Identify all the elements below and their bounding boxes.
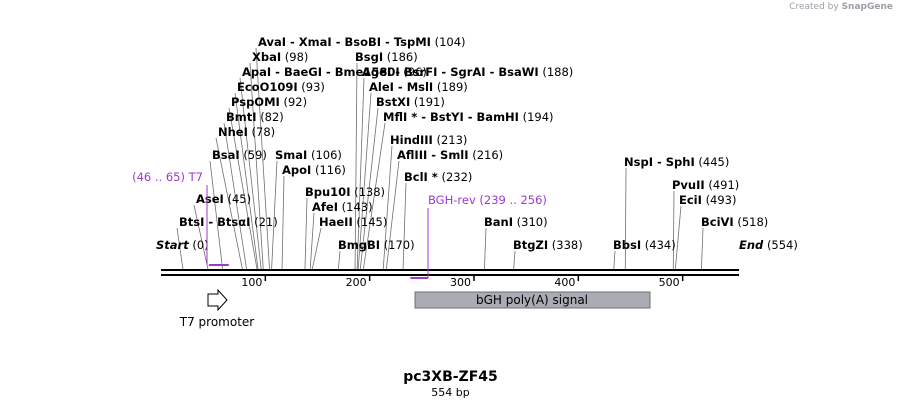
connector-hindiii [382,145,393,270]
connector-afliii [385,160,400,270]
enzyme-label-bpu10i[interactable]: Bpu10I (138) [305,185,385,199]
connector-asei [193,204,209,270]
enzyme-label-bcivi[interactable]: BciVI (518) [701,215,768,229]
connector-bpu10i [304,197,308,270]
enzyme-label-bmgbi[interactable]: BmgBI (170) [338,238,415,252]
tick-label-100: 100 [241,276,262,289]
connector-nhei [215,137,243,270]
feature-label-t7-promoter: T7 promoter [179,315,255,329]
connector-apoi [281,175,285,270]
snapgene-logo-text: SnapGene [841,2,893,12]
connector-ecoo109i [234,92,259,270]
dna-backbone: 100 200 300 400 500 [161,269,739,289]
feature-annotations: T7 promoter bGH poly(A) signal [179,288,651,329]
enzyme-label-bcli[interactable]: BclI * (232) [404,170,472,184]
enzyme-label-xbai[interactable]: XbaI (98) [252,50,308,64]
enzyme-label-end[interactable]: End (554) [739,238,798,252]
enzyme-label-bmti[interactable]: BmtI (82) [226,110,284,124]
connector-pspomi [228,107,258,270]
connector-avai [255,47,270,270]
connector-agei [356,77,365,270]
enzyme-label-nhei[interactable]: NheI (78) [218,125,275,139]
enzyme-label-bsai[interactable]: BsaI (59) [212,148,267,162]
connector-bmgbi [337,250,341,270]
tick-label-200: 200 [346,276,367,289]
enzyme-label-nspi[interactable]: NspI - SphI (445) [624,155,729,169]
connector-smai [271,160,278,270]
connector-bbsi [613,250,616,270]
connector-bani [484,227,487,270]
feature-box-bgh-poly-a-signal[interactable] [414,291,651,309]
enzyme-label-ecii[interactable]: EciI (493) [679,193,737,207]
enzyme-label-apoi[interactable]: ApoI (116) [282,163,346,177]
enzyme-label-pvuii[interactable]: PvuII (491) [672,178,739,192]
connector-xbai [249,62,264,270]
enzyme-label-hindiii[interactable]: HindIII (213) [390,133,467,147]
enzyme-label-pspomi[interactable]: PspOMI (92) [231,95,307,109]
connector-bstxi [359,107,379,270]
connector-bsgi [354,62,358,270]
connector-haeii [311,227,322,270]
connector-alei [357,92,372,270]
connector-bsai [209,160,223,270]
enzyme-label-bbsi[interactable]: BbsI (434) [613,238,676,252]
tick-label-400: 400 [554,276,575,289]
enzyme-label-bstxi[interactable]: BstXI (191) [376,95,445,109]
primer-annotations: (46 .. 65) T7 BGH-rev (239 .. 256) [132,170,547,279]
connector-pvuii [672,190,675,270]
promoter-arrow-icon[interactable] [207,288,228,312]
enzyme-label-asei[interactable]: AseI (45) [196,192,251,206]
snapgene-logo: Created by SnapGene [789,2,893,12]
map-title: pc3XB-ZF45 [403,369,498,385]
primer-label-bgh-rev[interactable]: BGH-rev (239 .. 256) [428,193,547,207]
enzyme-label-afliii[interactable]: AflIII - SmlI (216) [397,148,503,162]
enzyme-label-mfli[interactable]: MflI * - BstYI - BamHI (194) [383,110,554,124]
enzyme-label-haeii[interactable]: HaeII (145) [319,215,387,229]
feature-label-bgh-poly-a-signal: bGH poly(A) signal [476,293,588,307]
enzyme-label-bsgi[interactable]: BsgI (186) [355,50,418,64]
connector-bcli [402,182,407,270]
enzyme-label-apai[interactable]: ApaI - BaeGI - Bme1580I (96) [242,65,427,79]
enzyme-label-btgzi[interactable]: BtgZI (338) [513,238,583,252]
connector-afei [309,212,315,270]
connector-btgzi [513,250,516,270]
enzyme-label-smai[interactable]: SmaI (106) [275,148,342,162]
enzyme-label-afei[interactable]: AfeI (143) [312,200,373,214]
primer-label-t7[interactable]: (46 .. 65) T7 [132,170,203,184]
connector-bcivi [701,227,704,270]
connector-bmti [223,122,247,270]
enzyme-label-btsi[interactable]: BtsI - BtsαI (21) [179,215,278,229]
site-connectors [176,47,704,270]
enzyme-label-agei[interactable]: AgeI - BsrFI - SgrAI - BsaWI (188) [362,65,573,79]
connector-apai [239,77,262,270]
connector-mfli [363,122,386,270]
tick-label-300: 300 [450,276,471,289]
enzyme-label-ecoo109i[interactable]: EcoO109I (93) [237,80,325,94]
map-length: 554 bp [431,386,470,399]
enzyme-label-alei[interactable]: AleI - MslI (189) [369,80,468,94]
connector-ecii [674,205,682,270]
connector-nspi [624,167,627,270]
enzyme-labels: AvaI - XmaI - BsoBI - TspMI (104)XbaI (9… [156,35,798,252]
enzyme-label-start[interactable]: Start (0) [156,238,209,252]
tick-label-500: 500 [659,276,680,289]
enzyme-label-avai[interactable]: AvaI - XmaI - BsoBI - TspMI (104) [258,35,466,49]
enzyme-label-bani[interactable]: BanI (310) [484,215,548,229]
connector-btsi [176,227,184,270]
